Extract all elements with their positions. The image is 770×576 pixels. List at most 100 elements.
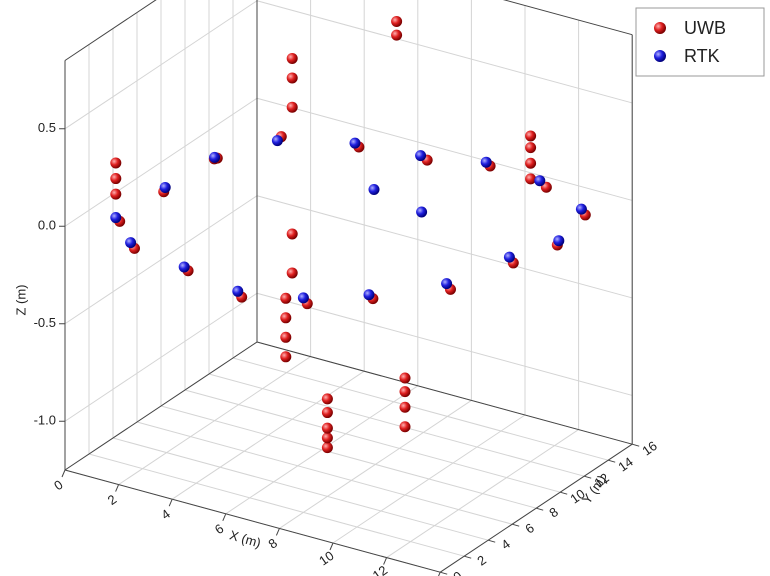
grid-line (209, 374, 584, 476)
point (280, 332, 291, 343)
point (525, 158, 536, 169)
z-tick-label: -0.5 (34, 315, 56, 330)
point (125, 237, 136, 248)
y-tick (560, 492, 567, 494)
point (322, 442, 333, 453)
z-axis-label: Z (m) (13, 284, 28, 315)
legend-label: RTK (684, 46, 720, 66)
y-tick-label: 8 (546, 504, 561, 520)
point (576, 204, 587, 215)
point (287, 72, 298, 83)
x-tick-label: 10 (316, 548, 336, 569)
point (416, 207, 427, 218)
x-tick-label: 4 (158, 506, 173, 522)
point (287, 102, 298, 113)
y-tick-label: 6 (522, 520, 537, 536)
x-tick (223, 514, 226, 521)
grid-line (257, 98, 632, 200)
point (525, 130, 536, 141)
grid-line (113, 438, 488, 540)
point (179, 261, 190, 272)
point (209, 152, 220, 163)
axis-edge (65, 470, 440, 572)
x-tick (116, 485, 119, 492)
x-axis-label: X (m) (228, 527, 263, 550)
y-tick-label: 14 (615, 454, 635, 475)
point (369, 184, 380, 195)
point (400, 402, 411, 413)
point (481, 157, 492, 168)
grid-line (257, 1, 632, 103)
point (322, 423, 333, 434)
point (400, 386, 411, 397)
point (298, 292, 309, 303)
chart: Z (m) X (m) Y (m) UWBRTK 024681012140246… (0, 0, 770, 576)
legend-marker (654, 50, 666, 62)
point (287, 267, 298, 278)
point (525, 173, 536, 184)
point (391, 30, 402, 41)
x-tick-label: 2 (105, 492, 120, 508)
axis-edge (257, 342, 632, 444)
x-tick (62, 470, 65, 477)
y-tick (464, 556, 471, 558)
x-tick-label: 6 (212, 521, 227, 537)
point (110, 212, 121, 223)
points (110, 16, 590, 453)
x-tick (437, 572, 440, 576)
point (322, 393, 333, 404)
axis-edge (257, 0, 632, 35)
x-tick-label: 8 (266, 535, 281, 551)
legend: UWB RTK (636, 8, 764, 76)
point (322, 407, 333, 418)
point (553, 235, 564, 246)
point (287, 228, 298, 239)
y-tick (440, 572, 447, 574)
point (280, 351, 291, 362)
x-tick (276, 528, 279, 535)
y-tick-label: 2 (474, 552, 489, 568)
grid-line (161, 406, 536, 508)
grid-line (185, 390, 560, 492)
point (364, 289, 375, 300)
point (280, 312, 291, 323)
y-tick (608, 460, 615, 462)
point (391, 16, 402, 27)
z-tick-label: 0.0 (38, 218, 56, 233)
x-tick-label: 12 (370, 562, 390, 576)
point (287, 53, 298, 64)
point (322, 432, 333, 443)
point (110, 157, 121, 168)
point (504, 252, 515, 263)
x-tick (330, 543, 333, 550)
y-tick (584, 476, 591, 478)
point (160, 182, 171, 193)
point (400, 373, 411, 384)
grid-line (89, 454, 464, 556)
x-tick-label: 0 (51, 477, 66, 493)
y-tick-label: 16 (639, 438, 659, 459)
y-tick (536, 508, 543, 510)
y-tick (512, 524, 519, 526)
point (525, 142, 536, 153)
point (272, 135, 283, 146)
x-tick (384, 558, 387, 565)
point (400, 421, 411, 432)
point (110, 189, 121, 200)
y-tick (632, 444, 639, 446)
y-tick-label: 4 (498, 536, 513, 552)
point (534, 175, 545, 186)
y-tick-label: 0 (450, 568, 465, 576)
point (441, 278, 452, 289)
point (350, 138, 361, 149)
legend-marker (654, 22, 666, 34)
point (415, 150, 426, 161)
x-tick (169, 499, 172, 506)
z-tick-label: -1.0 (34, 413, 56, 428)
point (110, 173, 121, 184)
legend-label: UWB (684, 18, 726, 38)
y-tick (488, 540, 495, 542)
point (232, 286, 243, 297)
grid (59, 0, 639, 576)
z-tick-label: 0.5 (38, 120, 56, 135)
